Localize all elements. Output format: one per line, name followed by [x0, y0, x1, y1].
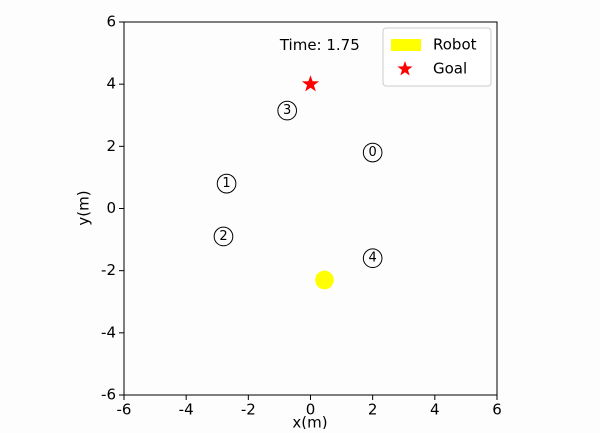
y-tick-label: 2	[106, 137, 116, 155]
y-axis-label: y(m)	[75, 190, 93, 225]
x-tick-label: -2	[241, 401, 256, 419]
legend-label: Goal	[433, 60, 467, 78]
x-tick-label: 0	[306, 401, 316, 419]
robot	[315, 270, 334, 290]
goal	[301, 75, 320, 92]
human-label: 3	[283, 103, 291, 118]
y-tick-label: -6	[101, 386, 116, 404]
human	[362, 248, 383, 269]
human-label: 2	[219, 229, 227, 244]
x-tick-label: -4	[179, 401, 194, 419]
y-tick-label: 6	[106, 13, 116, 31]
human	[213, 226, 234, 247]
x-tick-label: 4	[430, 401, 440, 419]
y-tick-label: 0	[106, 199, 116, 217]
annotation: Time: 1.75	[279, 36, 360, 54]
human-label: 0	[369, 145, 377, 160]
human-label: 1	[222, 176, 230, 191]
y-tick-label: -2	[101, 261, 116, 279]
human-label: 4	[369, 251, 377, 266]
human	[277, 100, 298, 121]
x-tick-label: 2	[368, 401, 378, 419]
legend-label: Robot	[433, 36, 477, 54]
y-tick-label: 4	[106, 75, 116, 93]
human	[216, 173, 237, 194]
x-tick-label: 6	[492, 401, 502, 419]
legend-swatch	[397, 61, 413, 76]
x-tick-label: -6	[117, 401, 132, 419]
y-tick-label: -4	[101, 323, 116, 341]
human	[362, 142, 383, 163]
legend-swatch	[391, 39, 421, 51]
x-axis-label: x(m)	[292, 414, 327, 430]
